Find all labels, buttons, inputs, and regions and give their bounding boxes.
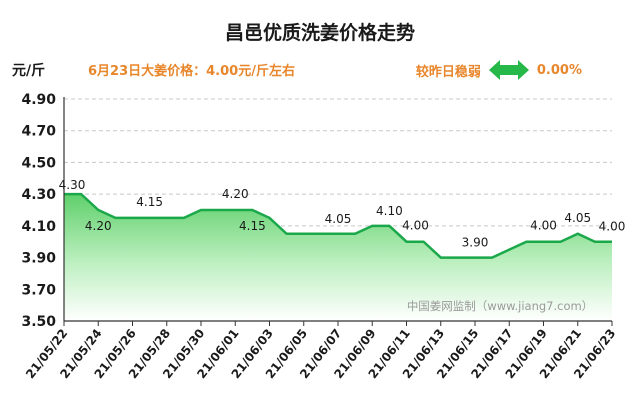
y-tick-label: 4.10 (21, 219, 56, 235)
data-label: 4.10 (376, 204, 403, 218)
data-label: 4.05 (564, 211, 591, 225)
watermark: 中国姜网监制（www.jiang7.com） (407, 299, 593, 313)
data-label: 4.30 (59, 178, 86, 192)
y-tick-label: 4.50 (21, 155, 56, 171)
compare-label: 较昨日稳弱 (415, 64, 481, 80)
data-label: 4.15 (239, 219, 266, 233)
price-line (64, 192, 612, 259)
price-value: 4.00元/斤左右 (206, 64, 295, 79)
data-label: 4.00 (530, 219, 557, 233)
price-info: 6月23日大姜价格：4.00元/斤左右 (88, 60, 295, 79)
double-arrow-icon (488, 60, 529, 80)
y-tick-label: 4.30 (21, 187, 56, 203)
price-area (64, 194, 612, 321)
data-label: 4.20 (85, 219, 112, 233)
data-label: 3.90 (462, 236, 489, 250)
data-label: 4.00 (599, 220, 626, 234)
data-label: 4.05 (325, 212, 352, 226)
y-tick-label: 3.70 (21, 282, 56, 298)
compare-value: 0.00% (536, 62, 582, 78)
y-tick-label: 4.70 (21, 124, 56, 140)
y-tick-label: 3.90 (21, 251, 56, 267)
y-axis-unit: 元/斤 (12, 63, 46, 79)
chart-title: 昌邑优质洗姜价格走势 (224, 22, 415, 44)
compare-info: 较昨日稳弱 0.00% (416, 60, 582, 80)
data-label: 4.15 (136, 195, 163, 209)
y-tick-label: 3.50 (21, 314, 56, 330)
price-date-label: 6月23日大姜价格： (88, 64, 207, 79)
y-tick-label: 4.90 (21, 92, 56, 108)
data-label: 4.20 (222, 187, 249, 201)
data-label: 4.00 (402, 219, 429, 233)
